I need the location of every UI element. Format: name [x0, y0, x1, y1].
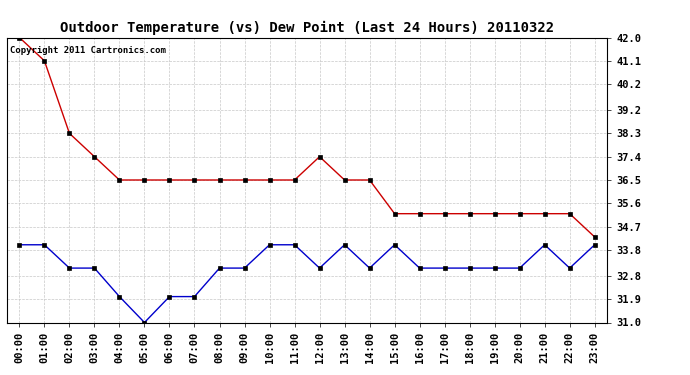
Title: Outdoor Temperature (vs) Dew Point (Last 24 Hours) 20110322: Outdoor Temperature (vs) Dew Point (Last… — [60, 21, 554, 35]
Text: Copyright 2011 Cartronics.com: Copyright 2011 Cartronics.com — [10, 46, 166, 55]
